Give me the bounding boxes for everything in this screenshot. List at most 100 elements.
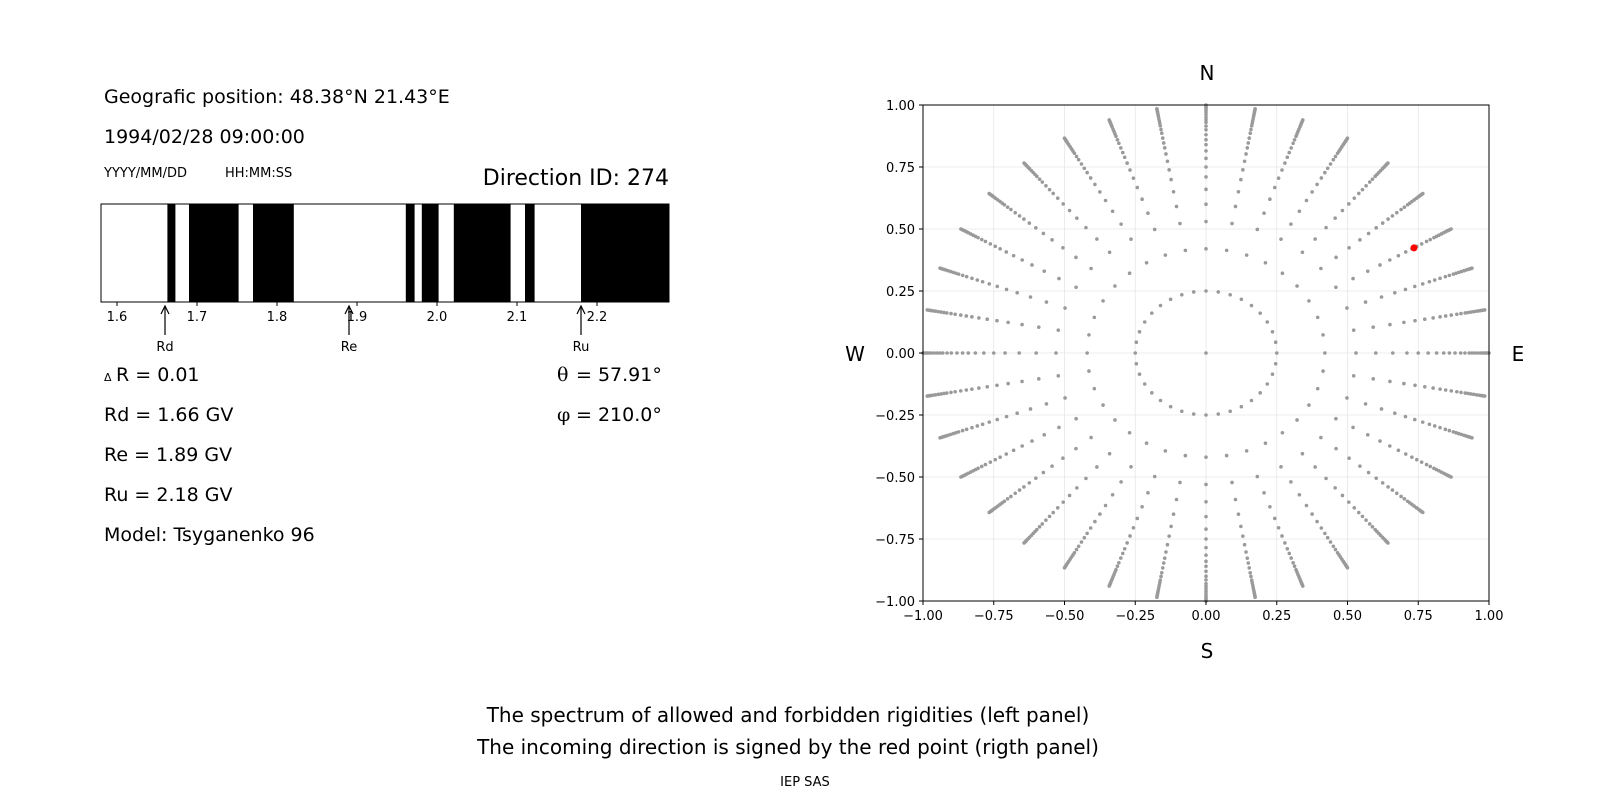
direction-point (995, 318, 999, 323)
direction-point (1030, 263, 1034, 267)
direction-point (1307, 403, 1311, 407)
direction-point (1011, 448, 1016, 453)
x-tick-label: 0.00 (1192, 609, 1221, 624)
direction-point (1431, 316, 1435, 320)
direction-point (1169, 177, 1173, 182)
direction-point (973, 351, 978, 355)
direction-point (1475, 351, 1480, 355)
direction-point (987, 420, 992, 424)
direction-point (1150, 391, 1154, 395)
direction-point (1352, 196, 1357, 200)
direction-point (1239, 297, 1244, 302)
direction-point (1017, 488, 1022, 492)
direction-point (1204, 137, 1208, 142)
direction-point (1107, 118, 1112, 122)
direction-point (1051, 191, 1055, 196)
direction-point (1113, 284, 1117, 288)
direction-point (1020, 379, 1024, 384)
direction-point (1204, 586, 1208, 591)
direction-point (1396, 448, 1401, 453)
direction-point (1079, 540, 1084, 544)
direction-point (1125, 161, 1129, 165)
direction-point (1022, 161, 1026, 165)
direction-point (1371, 325, 1376, 329)
direction-point (1087, 333, 1091, 337)
direction-point (1165, 159, 1170, 164)
direction-point (1088, 176, 1093, 180)
direction-point (942, 391, 946, 396)
direction-point (1178, 221, 1182, 226)
direction-point (1427, 422, 1432, 427)
delta-symbol: Δ (104, 371, 112, 384)
direction-point (1101, 403, 1105, 407)
direction-point (1321, 333, 1325, 337)
direction-point (1047, 514, 1052, 519)
direction-point (1204, 128, 1208, 132)
direction-point (1346, 500, 1351, 504)
direction-point (980, 279, 985, 284)
direction-point (1420, 191, 1425, 196)
direction-point (1466, 310, 1470, 315)
direction-point (1216, 412, 1221, 416)
direction-point (1133, 351, 1138, 355)
direction-point (964, 427, 969, 432)
direction-point (1413, 318, 1417, 323)
direction-point (1427, 279, 1432, 284)
direction-point (1334, 285, 1338, 290)
direction-point (1162, 146, 1167, 150)
direction-point (1325, 166, 1330, 171)
direction-point (1204, 202, 1208, 206)
direction-point (1146, 491, 1150, 495)
direction-point (1351, 374, 1356, 378)
x-tick-label: 0.50 (1333, 609, 1362, 624)
direction-point (1459, 390, 1463, 395)
direction-point (1074, 285, 1078, 290)
direction-point (1155, 595, 1159, 600)
direction-point (1324, 476, 1328, 481)
direction-point (1315, 182, 1319, 187)
direction-point (1351, 425, 1355, 430)
direction-point (1463, 311, 1467, 315)
direction-point (1128, 534, 1132, 538)
direction-point (1119, 222, 1123, 226)
direction-point (1103, 503, 1108, 508)
direction-point (1334, 446, 1338, 451)
direction-point (1204, 219, 1208, 224)
spectrum-ticks: 1.6 1.7 1.8 1.9 2.0 2.1 2.2 (107, 302, 607, 325)
direction-point (966, 351, 971, 355)
direction-point (1204, 187, 1208, 192)
direction-point (1410, 455, 1414, 459)
direction-point (1164, 152, 1168, 156)
direction-point (932, 351, 937, 355)
direction-point (1204, 514, 1208, 519)
direction-point (1345, 565, 1350, 570)
direction-point (1453, 351, 1457, 355)
direction-point (1204, 289, 1208, 293)
direction-point (1470, 351, 1474, 355)
y-tick-label: 0.00 (886, 347, 915, 362)
spectrum-tick-label: 2.1 (507, 310, 528, 325)
direction-point (1074, 446, 1078, 451)
direction-point (1300, 250, 1305, 255)
direction-point (1204, 527, 1208, 531)
direction-point (1028, 407, 1033, 411)
direction-point (1253, 595, 1257, 600)
direction-scatter-chart: −1.00−1.00 −0.75 −0.75 −0.50 −0.50 −0.25 −0.25… (875, 99, 1503, 624)
direction-point (1022, 485, 1026, 489)
x-tick-label: 0.25 (1262, 609, 1291, 624)
direction-point (1017, 351, 1022, 355)
direction-point (1390, 488, 1395, 492)
direction-point (1402, 205, 1407, 209)
direction-point (1244, 550, 1248, 554)
direction-point (1236, 512, 1241, 516)
direction-point (1042, 433, 1047, 437)
geographic-position: Geografic position: 48.38°N 21.43°E (104, 86, 450, 108)
direction-point (1013, 210, 1018, 215)
direction-point (1119, 146, 1123, 150)
direction-point (941, 351, 945, 355)
direction-point (1159, 127, 1163, 132)
direction-point (1082, 535, 1087, 540)
direction-point (1390, 214, 1395, 218)
direction-point (1204, 581, 1208, 586)
rd-value: Rd = 1.66 GV (104, 404, 233, 426)
